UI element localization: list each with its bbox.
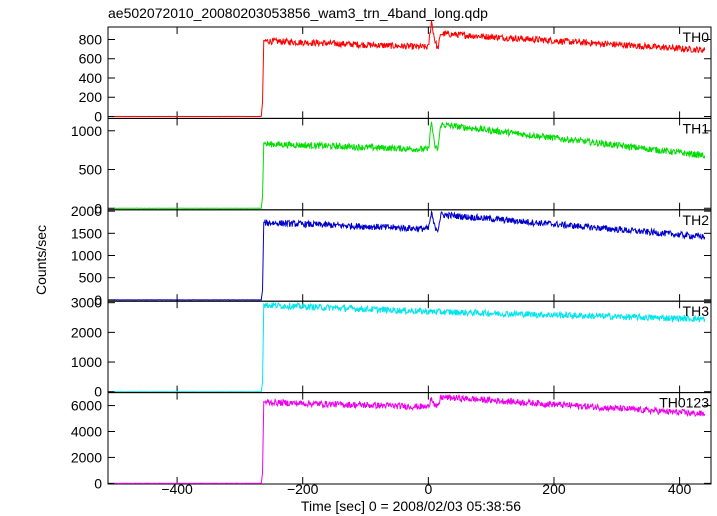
- panel-th0: 0 200 400 600 800 TH0: [79, 20, 712, 124]
- x-tick-label: −400: [161, 481, 193, 497]
- panel-label: TH0123: [659, 395, 709, 411]
- x-tick-label: 0: [424, 481, 432, 497]
- y-tick-label: 2000: [71, 203, 102, 219]
- y-tick-label: 400: [79, 70, 103, 86]
- panels-group: 0 200 400 600 800 TH0 0 500 1000 TH1 0 500 1000 1500 2…: [71, 20, 712, 491]
- y-tick-label: 1500: [71, 225, 102, 241]
- y-tick-label: 0: [94, 292, 102, 308]
- y-tick-label: 4000: [71, 423, 102, 439]
- y-tick-label: 1000: [71, 123, 102, 139]
- y-tick-label: 600: [79, 51, 103, 67]
- y-tick-label: 200: [79, 89, 103, 105]
- y-tick-label: 6000: [71, 398, 102, 414]
- series-line-th2: [114, 209, 706, 301]
- panel-frame: [107, 26, 712, 119]
- x-axis-label: Time [sec] 0 = 2008/02/03 05:38:56: [301, 498, 521, 514]
- panel-th1: 0 500 1000 TH1: [71, 117, 712, 216]
- y-tick-label: 500: [79, 270, 103, 286]
- series-line-th3: [114, 301, 706, 393]
- x-tick-label: 200: [542, 481, 566, 497]
- y-tick-label: 2000: [71, 324, 102, 340]
- series-line-th1: [114, 121, 706, 209]
- panel-label: TH3: [683, 303, 710, 319]
- y-axis-label: Counts/sec: [33, 225, 49, 295]
- chart-title: ae502072010_20080203053856_wam3_trn_4ban…: [108, 5, 488, 21]
- y-tick-label: 1000: [71, 248, 102, 264]
- series-line-th0: [114, 20, 706, 118]
- panel-th0123: 0 2000 4000 6000 TH0123: [71, 392, 712, 491]
- panel-label: TH2: [683, 212, 710, 228]
- y-tick-label: 3000: [71, 295, 102, 311]
- x-axis: −400 −200 0 200 400: [161, 481, 691, 497]
- y-tick-label: 0: [94, 200, 102, 216]
- y-tick-label: 0: [94, 475, 102, 491]
- panel-frame: [107, 117, 712, 211]
- y-tick-label: 0: [94, 384, 102, 400]
- panel-label: TH1: [683, 120, 710, 136]
- panel-frame: [107, 392, 712, 485]
- panel-frame: [107, 209, 712, 302]
- panel-label: TH0: [683, 29, 710, 45]
- panel-th3: 0 1000 2000 3000 TH3: [71, 295, 712, 400]
- y-tick-label: 500: [79, 162, 103, 178]
- y-tick-label: 2000: [71, 449, 102, 465]
- x-tick-label: 400: [668, 481, 692, 497]
- y-tick-label: 800: [79, 32, 103, 48]
- y-tick-label: 1000: [71, 354, 102, 370]
- y-tick-label: 0: [94, 108, 102, 124]
- x-tick-label: −200: [287, 481, 319, 497]
- panel-th2: 0 500 1000 1500 2000 TH2: [71, 203, 712, 308]
- series-line-th0123: [114, 393, 706, 485]
